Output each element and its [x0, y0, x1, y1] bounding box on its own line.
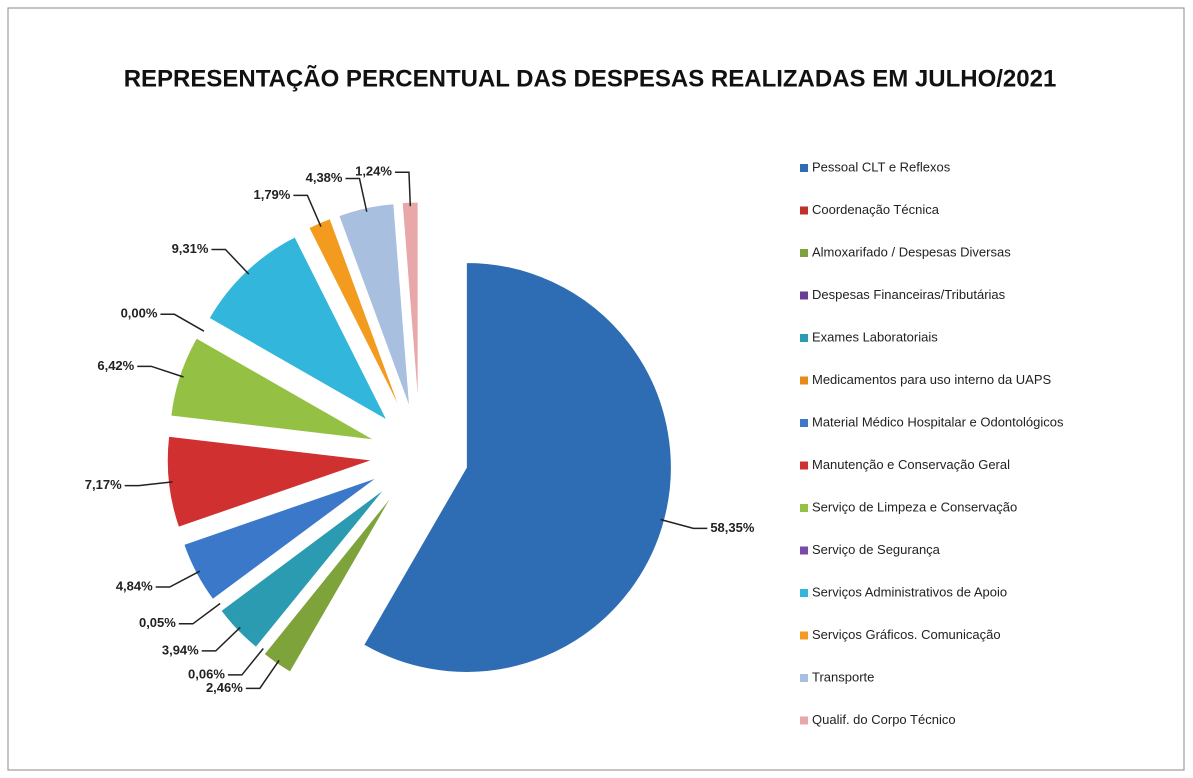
- legend-label: Manutenção e Conservação Geral: [812, 457, 1010, 472]
- legend-label: Coordenação Técnica: [812, 202, 940, 217]
- leader-line: [137, 365, 184, 378]
- legend-label: Material Médico Hospitalar e Odontológic…: [812, 414, 1064, 429]
- leader-line: [394, 171, 412, 207]
- legend-label: Serviços Administrativos de Apoio: [812, 584, 1007, 599]
- legend-label: Qualif. do Corpo Técnico: [812, 712, 956, 727]
- legend-swatch: [800, 419, 808, 427]
- leader-line: [201, 626, 241, 652]
- legend-label: Almoxarifado / Despesas Diversas: [812, 244, 1011, 259]
- leader-line: [293, 194, 322, 227]
- legend-swatch: [800, 504, 808, 512]
- legend-label: Despesas Financeiras/Tributárias: [812, 287, 1006, 302]
- data-label: 6,42%: [97, 358, 134, 373]
- legend-swatch: [800, 334, 808, 342]
- leader-line: [345, 177, 368, 212]
- data-label: 0,05%: [139, 615, 176, 630]
- legend-swatch: [800, 249, 808, 257]
- data-label: 1,79%: [253, 187, 290, 202]
- legend-label: Transporte: [812, 669, 874, 684]
- legend-label: Exames Laboratoriais: [812, 329, 938, 344]
- data-label: 0,06%: [188, 666, 225, 681]
- leader-line: [178, 602, 221, 625]
- legend-label: Medicamentos para uso interno da UAPS: [812, 372, 1052, 387]
- legend-swatch: [800, 206, 808, 215]
- legend-swatch: [800, 716, 808, 725]
- leader-line: [155, 570, 201, 588]
- data-label: 4,38%: [306, 170, 343, 185]
- leader-line: [245, 659, 280, 690]
- data-label: 2,46%: [206, 680, 243, 695]
- legend-swatch: [800, 164, 808, 172]
- legend-label: Serviço de Limpeza e Conservação: [812, 499, 1017, 514]
- legend-swatch: [800, 546, 808, 555]
- legend-swatch: [800, 674, 808, 682]
- data-label: 1,24%: [355, 164, 392, 179]
- legend-label: Pessoal CLT e Reflexos: [812, 159, 951, 174]
- leader-line: [124, 481, 173, 487]
- chart-title: REPRESENTAÇÃO PERCENTUAL DAS DESPESAS RE…: [124, 64, 1057, 92]
- data-label: 4,84%: [116, 578, 153, 593]
- data-label: 3,94%: [162, 642, 199, 657]
- legend-swatch: [800, 631, 808, 640]
- legend-swatch: [800, 461, 808, 470]
- legend-label: Serviços Gráficos. Comunicação: [812, 627, 1001, 642]
- leader-line: [160, 313, 205, 332]
- data-label: 9,31%: [172, 241, 209, 256]
- pie-slice: [292, 496, 397, 675]
- data-label: 0,00%: [121, 306, 158, 321]
- leader-line: [660, 518, 708, 530]
- leader-line: [227, 648, 264, 676]
- legend-swatch: [800, 376, 808, 385]
- legend-label: Serviço de Segurança: [812, 542, 941, 557]
- legend-swatch: [800, 589, 808, 597]
- data-label: 58,35%: [710, 520, 755, 535]
- data-label: 7,17%: [85, 477, 122, 492]
- leader-line: [211, 248, 250, 275]
- legend-swatch: [800, 291, 808, 300]
